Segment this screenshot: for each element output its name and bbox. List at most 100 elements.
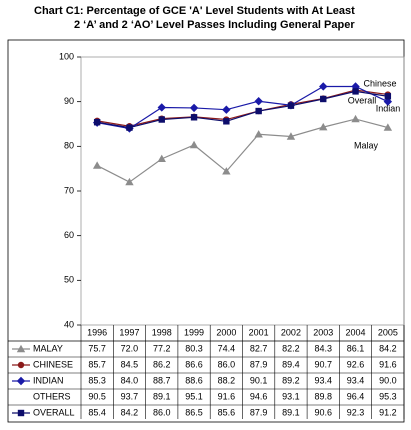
table-cell: 89.1: [282, 407, 300, 417]
table-cell: 95.1: [185, 391, 203, 401]
marker: [17, 409, 25, 417]
series-line: [97, 90, 388, 129]
x-tick-label: 1999: [184, 327, 204, 337]
table-cell: 86.5: [185, 407, 203, 417]
marker: [190, 114, 198, 121]
annotation: Indian: [376, 103, 401, 113]
marker: [384, 93, 392, 100]
marker: [157, 154, 166, 163]
legend-label: INDIAN: [33, 375, 64, 385]
y-tick-label: 70: [64, 185, 74, 195]
series-line: [97, 89, 388, 127]
y-tick-label: 100: [59, 51, 74, 61]
table-cell: 86.6: [185, 359, 203, 369]
table-cell: 87.9: [250, 359, 268, 369]
table-cell: 92.3: [347, 407, 365, 417]
table-cell: 85.4: [88, 407, 106, 417]
marker: [286, 132, 296, 140]
x-tick-label: 1996: [87, 327, 107, 337]
y-tick-label: 40: [64, 319, 74, 329]
y-tick-label: 80: [64, 141, 74, 151]
table-cell: 85.6: [218, 407, 236, 417]
table-cell: 88.2: [218, 375, 236, 385]
table-cell: 84.2: [379, 343, 397, 353]
table-cell: 84.0: [121, 375, 139, 385]
table-cell: 74.4: [218, 343, 236, 353]
marker: [223, 118, 230, 125]
x-tick-label: 2001: [249, 327, 269, 337]
table-cell: 90.0: [379, 375, 397, 385]
table-cell: 90.1: [250, 375, 268, 385]
series-line: [97, 85, 389, 130]
marker: [383, 97, 393, 106]
marker: [92, 161, 102, 169]
annotation: Overall: [348, 95, 377, 105]
marker: [254, 97, 263, 106]
marker: [320, 95, 327, 103]
table-cell: 80.3: [185, 343, 203, 353]
table-cell: 77.2: [153, 343, 171, 353]
table-cell: 86.1: [347, 343, 365, 353]
legend-label: CHINESE: [33, 359, 73, 369]
legend-label: OTHERS: [33, 391, 71, 401]
table-cell: 89.4: [282, 359, 300, 369]
table-cell: 92.6: [347, 359, 365, 369]
marker: [255, 107, 262, 115]
table-cell: 90.5: [88, 391, 106, 401]
table-cell: 84.2: [121, 407, 139, 417]
table-cell: 96.4: [347, 391, 365, 401]
table-cell: 87.9: [250, 407, 268, 417]
annotation: Chinese: [363, 78, 396, 88]
table-cell: 88.6: [185, 375, 203, 385]
y-tick-label: 60: [64, 230, 74, 240]
x-tick-label: 1998: [152, 327, 172, 337]
x-tick-label: 2002: [281, 327, 301, 337]
table-cell: 93.1: [282, 391, 300, 401]
marker: [222, 167, 231, 175]
table-cell: 84.3: [314, 343, 332, 353]
marker: [158, 116, 165, 123]
marker: [126, 124, 133, 131]
table-cell: 82.7: [250, 343, 268, 353]
table-cell: 89.2: [282, 375, 300, 385]
table-cell: 82.2: [282, 343, 300, 353]
table-cell: 88.7: [153, 375, 171, 385]
table-cell: 91.2: [379, 407, 397, 417]
legend-label: MALAY: [33, 343, 63, 353]
table-cell: 91.6: [218, 391, 236, 401]
table-cell: 86.0: [153, 407, 171, 417]
marker: [16, 344, 26, 353]
chart-title: Chart C1: Percentage of GCE 'A' Level St…: [34, 5, 355, 17]
table-cell: 89.8: [314, 391, 332, 401]
legend-label: OVERALL: [33, 407, 75, 417]
marker: [254, 130, 263, 138]
marker: [319, 82, 328, 91]
table-cell: 95.3: [379, 391, 397, 401]
x-tick-label: 2004: [346, 327, 366, 337]
table-cell: 91.6: [379, 359, 397, 369]
marker: [93, 119, 101, 126]
table-cell: 85.7: [88, 359, 106, 369]
table-cell: 86.2: [153, 359, 171, 369]
marker: [352, 88, 359, 95]
table-cell: 93.7: [121, 391, 139, 401]
x-tick-label: 2005: [378, 327, 398, 337]
table-cell: 89.1: [153, 391, 171, 401]
table-cell: 90.6: [314, 407, 332, 417]
table-cell: 94.6: [250, 391, 268, 401]
marker: [383, 123, 393, 131]
marker: [222, 105, 231, 114]
chart-title: 2 ‘A’ and 2 ‘AO’ Level Passes Including …: [74, 19, 355, 31]
table-cell: 86.0: [218, 359, 236, 369]
table-cell: 84.5: [121, 359, 139, 369]
table-cell: 72.0: [121, 343, 139, 353]
table-cell: 75.7: [88, 343, 106, 353]
series-line: [96, 118, 389, 183]
x-tick-label: 2000: [216, 327, 236, 337]
marker: [287, 102, 295, 109]
marker: [157, 103, 166, 112]
table-cell: 93.4: [347, 375, 365, 385]
y-tick-label: 90: [64, 96, 74, 106]
marker: [319, 122, 328, 131]
